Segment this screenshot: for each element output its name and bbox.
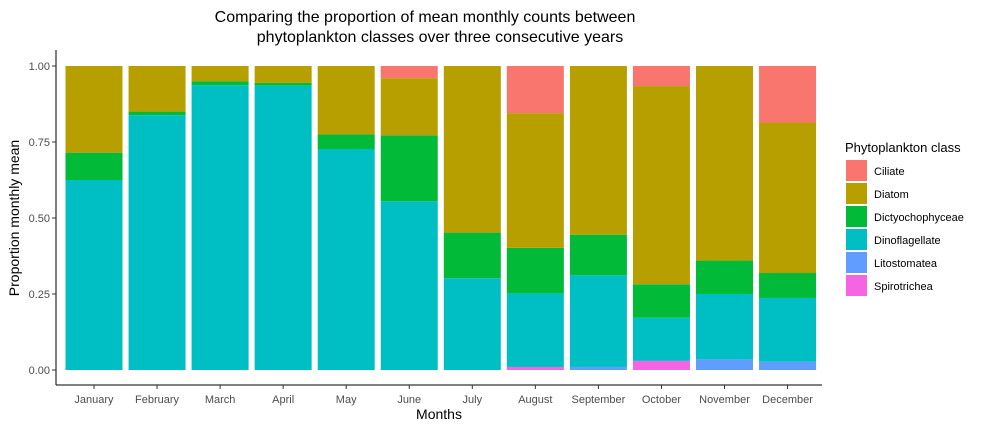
bar-may-dictyochophyceae (317, 134, 375, 149)
bar-march-dinoflagellate (191, 85, 249, 371)
bar-december-diatom (759, 122, 817, 274)
bar-march-dictyochophyceae (191, 81, 249, 86)
bar-april-dinoflagellate (254, 85, 312, 370)
y-ticks-group: 0.00 0.25 0.50 0.75 1.00 (29, 61, 56, 377)
bar-february-dictyochophyceae (128, 111, 186, 116)
x-tick-label: November (699, 394, 750, 406)
bar-december-litostomatea (759, 361, 817, 370)
bar-september-dinoflagellate (569, 275, 627, 367)
bar-november-dinoflagellate (696, 294, 753, 360)
bar-december-dinoflagellate (759, 297, 817, 362)
chart-title-line-2: phytoplankton classes over three consecu… (256, 29, 624, 46)
bar-december-dictyochophyceae (759, 273, 817, 298)
legend-label-litostomatea: Litostomatea (874, 258, 938, 270)
bar-june-diatom (380, 78, 438, 136)
x-tick-label: April (272, 394, 294, 406)
legend-swatch-dictyochophyceae (846, 206, 867, 227)
x-ticks-group: January February March April May June July Augu… (74, 385, 813, 406)
bar-january-diatom (65, 66, 123, 153)
legend-swatch-ciliate (846, 160, 867, 181)
bar-october-ciliate (632, 66, 690, 87)
bar-october-spirotrichea (632, 360, 690, 370)
bar-october-dictyochophyceae (632, 284, 690, 318)
bar-august-dictyochophyceae (506, 247, 564, 294)
legend-swatch-diatom (846, 183, 867, 204)
legend-swatch-spirotrichea (846, 275, 867, 296)
legend-label-diatom: Diatom (874, 189, 909, 201)
x-tick-label: May (336, 394, 357, 406)
legend-label-spirotrichea: Spirotrichea (874, 281, 934, 293)
bar-august-ciliate (506, 66, 564, 114)
bar-may-dinoflagellate (317, 148, 375, 370)
bar-september-litostomatea (569, 366, 627, 370)
x-tick-label: October (642, 394, 681, 406)
legend-swatch-litostomatea (846, 252, 867, 273)
bar-october-diatom (632, 86, 690, 285)
x-tick-label: June (397, 394, 421, 406)
bars-group (65, 66, 817, 371)
legend-swatch-dinoflagellate (846, 229, 867, 250)
y-tick-label: 0.75 (29, 137, 50, 149)
x-tick-label: September (571, 394, 625, 406)
bar-february-dinoflagellate (128, 115, 186, 370)
x-tick-label: August (518, 394, 552, 406)
legend-title: Phytoplankton class (845, 140, 961, 155)
bar-december-ciliate (759, 66, 817, 123)
bar-april-dictyochophyceae (254, 82, 312, 86)
bar-august-spirotrichea (506, 366, 564, 370)
chart-title-line-1: Comparing the proportion of mean monthly… (214, 9, 636, 26)
y-tick-label: 0.00 (29, 365, 50, 377)
bar-november-diatom (696, 66, 753, 261)
bar-march-diatom (191, 66, 249, 82)
x-axis-title: Months (416, 406, 462, 422)
bar-june-dinoflagellate (380, 201, 438, 370)
bar-june-ciliate (380, 66, 438, 79)
bar-november-dictyochophyceae (696, 260, 753, 294)
chart-title: Comparing the proportion of mean monthly… (0, 8, 990, 48)
bar-august-diatom (506, 113, 564, 248)
bar-april-diatom (254, 66, 312, 83)
bar-july-dictyochophyceae (443, 232, 501, 279)
legend-label-ciliate: Ciliate (874, 166, 905, 178)
bar-january-dinoflagellate (65, 180, 123, 370)
legend: Phytoplankton class Ciliate Diatom Dictyoc… (845, 140, 964, 296)
x-tick-label: December (762, 394, 813, 406)
y-tick-label: 0.50 (29, 213, 50, 225)
bar-august-dinoflagellate (506, 293, 564, 367)
legend-label-dinoflagellate: Dinoflagellate (874, 235, 941, 247)
y-tick-label: 0.25 (29, 289, 50, 301)
x-tick-label: July (463, 394, 483, 406)
bar-july-dinoflagellate (443, 278, 501, 370)
bar-october-dinoflagellate (632, 317, 690, 361)
bar-january-dictyochophyceae (65, 152, 123, 180)
bar-may-diatom (317, 66, 375, 135)
y-tick-label: 1.00 (29, 61, 50, 73)
x-tick-label: February (135, 394, 180, 406)
bar-september-diatom (569, 66, 627, 235)
bar-november-litostomatea (696, 359, 753, 370)
y-axis-title: Proportion monthly mean (6, 140, 22, 296)
bar-june-dictyochophyceae (380, 135, 438, 202)
bar-september-dictyochophyceae (569, 234, 627, 276)
x-tick-label: March (205, 394, 236, 406)
x-tick-label: January (74, 394, 114, 406)
bar-february-diatom (128, 66, 186, 112)
legend-label-dictyochophyceae: Dictyochophyceae (874, 212, 964, 224)
bar-july-diatom (443, 66, 501, 233)
